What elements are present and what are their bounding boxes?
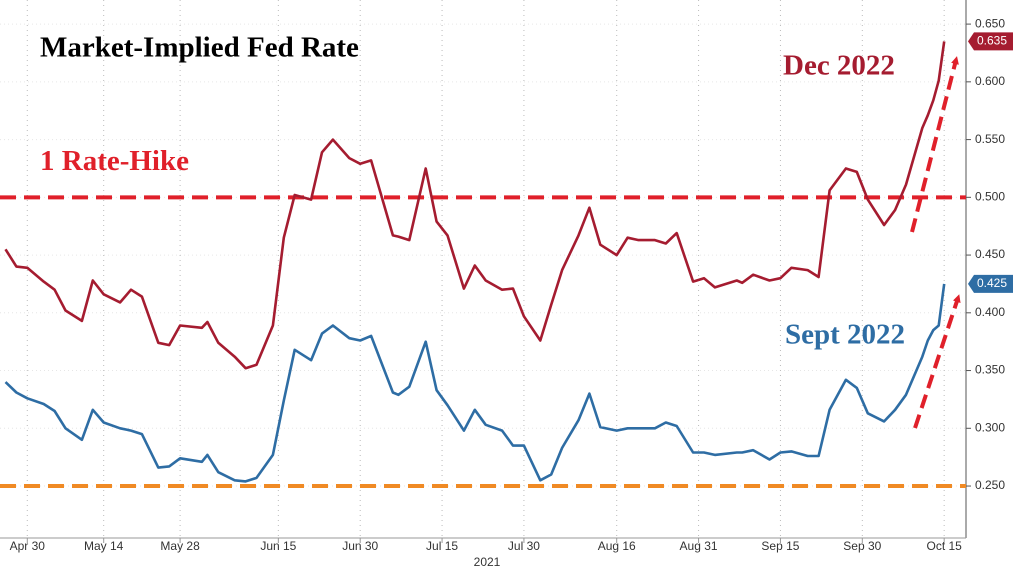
value-label: 0.425 xyxy=(977,276,1007,290)
value-tag xyxy=(968,32,1013,51)
y-tick-label: 0.450 xyxy=(975,247,1005,261)
x-tick-label: Aug 16 xyxy=(598,539,636,553)
y-tick-label: 0.400 xyxy=(975,305,1005,319)
y-tick-label: 0.500 xyxy=(975,189,1005,203)
x-tick-label: May 14 xyxy=(84,539,124,553)
x-tick-label: Apr 30 xyxy=(10,539,46,553)
x-tick-label: Jun 30 xyxy=(342,539,378,553)
x-tick-label: Sep 15 xyxy=(761,539,799,553)
y-tick-label: 0.650 xyxy=(975,16,1005,30)
x-tick-label: Sep 30 xyxy=(843,539,881,553)
chart-title: Market-Implied Fed Rate xyxy=(40,32,359,64)
arrow xyxy=(910,56,959,233)
y-tick-label: 0.300 xyxy=(975,420,1005,434)
y-tick-label: 0.600 xyxy=(975,74,1005,88)
value-tag xyxy=(968,274,1013,293)
y-tick-label: 0.550 xyxy=(975,132,1005,146)
x-axis-label: 2021 xyxy=(474,555,501,569)
x-tick-label: Jun 15 xyxy=(260,539,296,553)
legend-label: Sept 2022 xyxy=(785,319,905,351)
series-line xyxy=(4,283,946,483)
series-line xyxy=(4,41,946,370)
legend-label: Dec 2022 xyxy=(783,50,895,82)
y-tick-label: 0.250 xyxy=(975,478,1005,492)
y-tick-label: 0.350 xyxy=(975,363,1005,377)
x-tick-label: Jul 15 xyxy=(426,539,458,553)
x-tick-label: Jul 30 xyxy=(508,539,540,553)
x-tick-label: Aug 31 xyxy=(680,539,718,553)
x-tick-label: May 28 xyxy=(160,539,200,553)
value-label: 0.635 xyxy=(977,34,1007,48)
arrow xyxy=(913,294,961,429)
x-tick-label: Oct 15 xyxy=(926,539,962,553)
reference-label: 1 Rate-Hike xyxy=(40,145,189,177)
